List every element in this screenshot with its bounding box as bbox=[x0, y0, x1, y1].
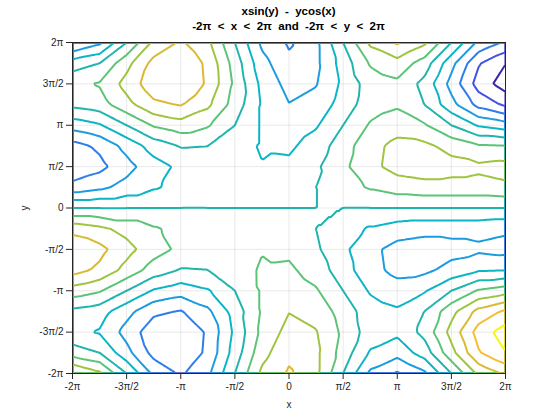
svg-text:3π/2: 3π/2 bbox=[441, 381, 462, 392]
svg-text:π: π bbox=[394, 381, 401, 392]
svg-text:-π: -π bbox=[53, 285, 63, 296]
svg-text:y: y bbox=[19, 206, 30, 211]
svg-text:-3π/2: -3π/2 bbox=[115, 381, 140, 392]
svg-text:0: 0 bbox=[286, 381, 292, 392]
svg-text:-3π/2: -3π/2 bbox=[39, 326, 64, 337]
svg-text:π: π bbox=[57, 119, 64, 130]
svg-text:3π/2: 3π/2 bbox=[43, 78, 64, 89]
svg-text:-π/2: -π/2 bbox=[45, 244, 64, 255]
svg-text:2π: 2π bbox=[499, 381, 512, 392]
svg-text:x: x bbox=[287, 399, 292, 410]
html-text:-2π < x < 2π and -2π < y < 2π: -2π < x < 2π and -2π < y < 2π bbox=[192, 20, 385, 32]
svg-text:π/2: π/2 bbox=[48, 161, 64, 172]
svg-text:-2π: -2π bbox=[48, 368, 64, 379]
svg-text:2π: 2π bbox=[51, 37, 64, 48]
svg-text:-2π: -2π bbox=[65, 381, 81, 392]
html-text:xsin(y) - ycos(x): xsin(y) - ycos(x) bbox=[241, 5, 336, 17]
svg-text:π/2: π/2 bbox=[336, 381, 352, 392]
svg-text:-π/2: -π/2 bbox=[226, 381, 245, 392]
svg-text:0: 0 bbox=[58, 202, 64, 213]
svg-text:-π: -π bbox=[176, 381, 186, 392]
